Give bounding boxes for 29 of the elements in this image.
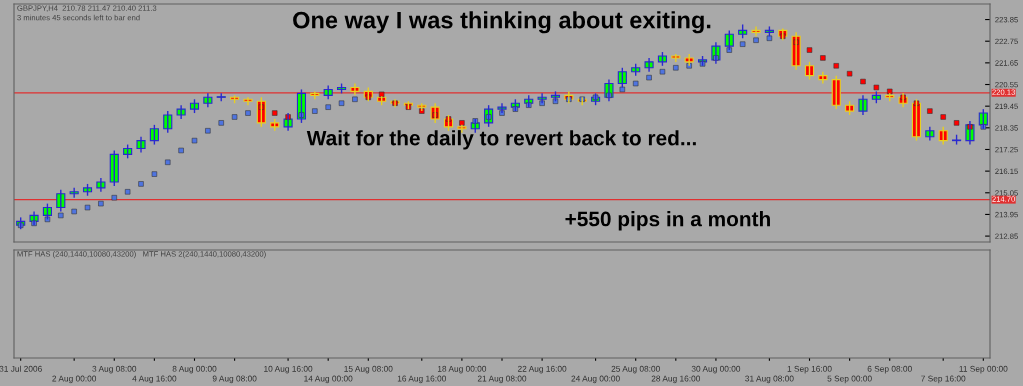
candlestick xyxy=(96,177,106,193)
category-label: 28 Aug 16:00 xyxy=(651,375,701,384)
category-label: 16 Aug 16:00 xyxy=(397,375,447,384)
candlestick xyxy=(176,104,186,120)
category-label: 25 Aug 08:00 xyxy=(611,365,660,374)
category-label: 9 Aug 08:00 xyxy=(212,375,257,384)
category-label: 30 Aug 00:00 xyxy=(691,365,741,374)
category-label: 31 Jul 2006 xyxy=(0,365,42,372)
category-label: 6 Sep 08:00 xyxy=(867,365,912,374)
category-label: 3 Aug 08:00 xyxy=(92,365,137,374)
category-label: 24 Aug 00:00 xyxy=(571,375,620,384)
category-label: 7 Sep 16:00 xyxy=(921,375,966,384)
annotation: +550 pips in a month xyxy=(565,211,770,231)
category-label: 2 Aug 00:00 xyxy=(52,375,97,384)
candlestick xyxy=(671,53,681,63)
chart-title: One way I was thinking about exiting. xyxy=(293,11,711,34)
category-label: 11 Sep 00:00 xyxy=(959,365,1008,374)
category-label: 1 Sep 16:00 xyxy=(787,365,832,374)
category-label: 10 Aug 16:00 xyxy=(264,365,313,374)
category-label: 22 Aug 16:00 xyxy=(517,365,567,374)
category-label: 18 Aug 00:00 xyxy=(437,365,487,374)
annotation: Wait for the daily to revert back to red... xyxy=(306,130,696,150)
category-label: 4 Aug 16:00 xyxy=(132,375,177,384)
category-label: 15 Aug 08:00 xyxy=(344,365,393,374)
category-label: 21 Aug 08:00 xyxy=(477,375,527,384)
category-label: 8 Aug 00:00 xyxy=(172,365,217,374)
category-label: 5 Sep 00:00 xyxy=(827,375,872,384)
category-label: 31 Aug 08:00 xyxy=(745,375,794,384)
category-label: 14 Aug 00:00 xyxy=(304,375,353,384)
